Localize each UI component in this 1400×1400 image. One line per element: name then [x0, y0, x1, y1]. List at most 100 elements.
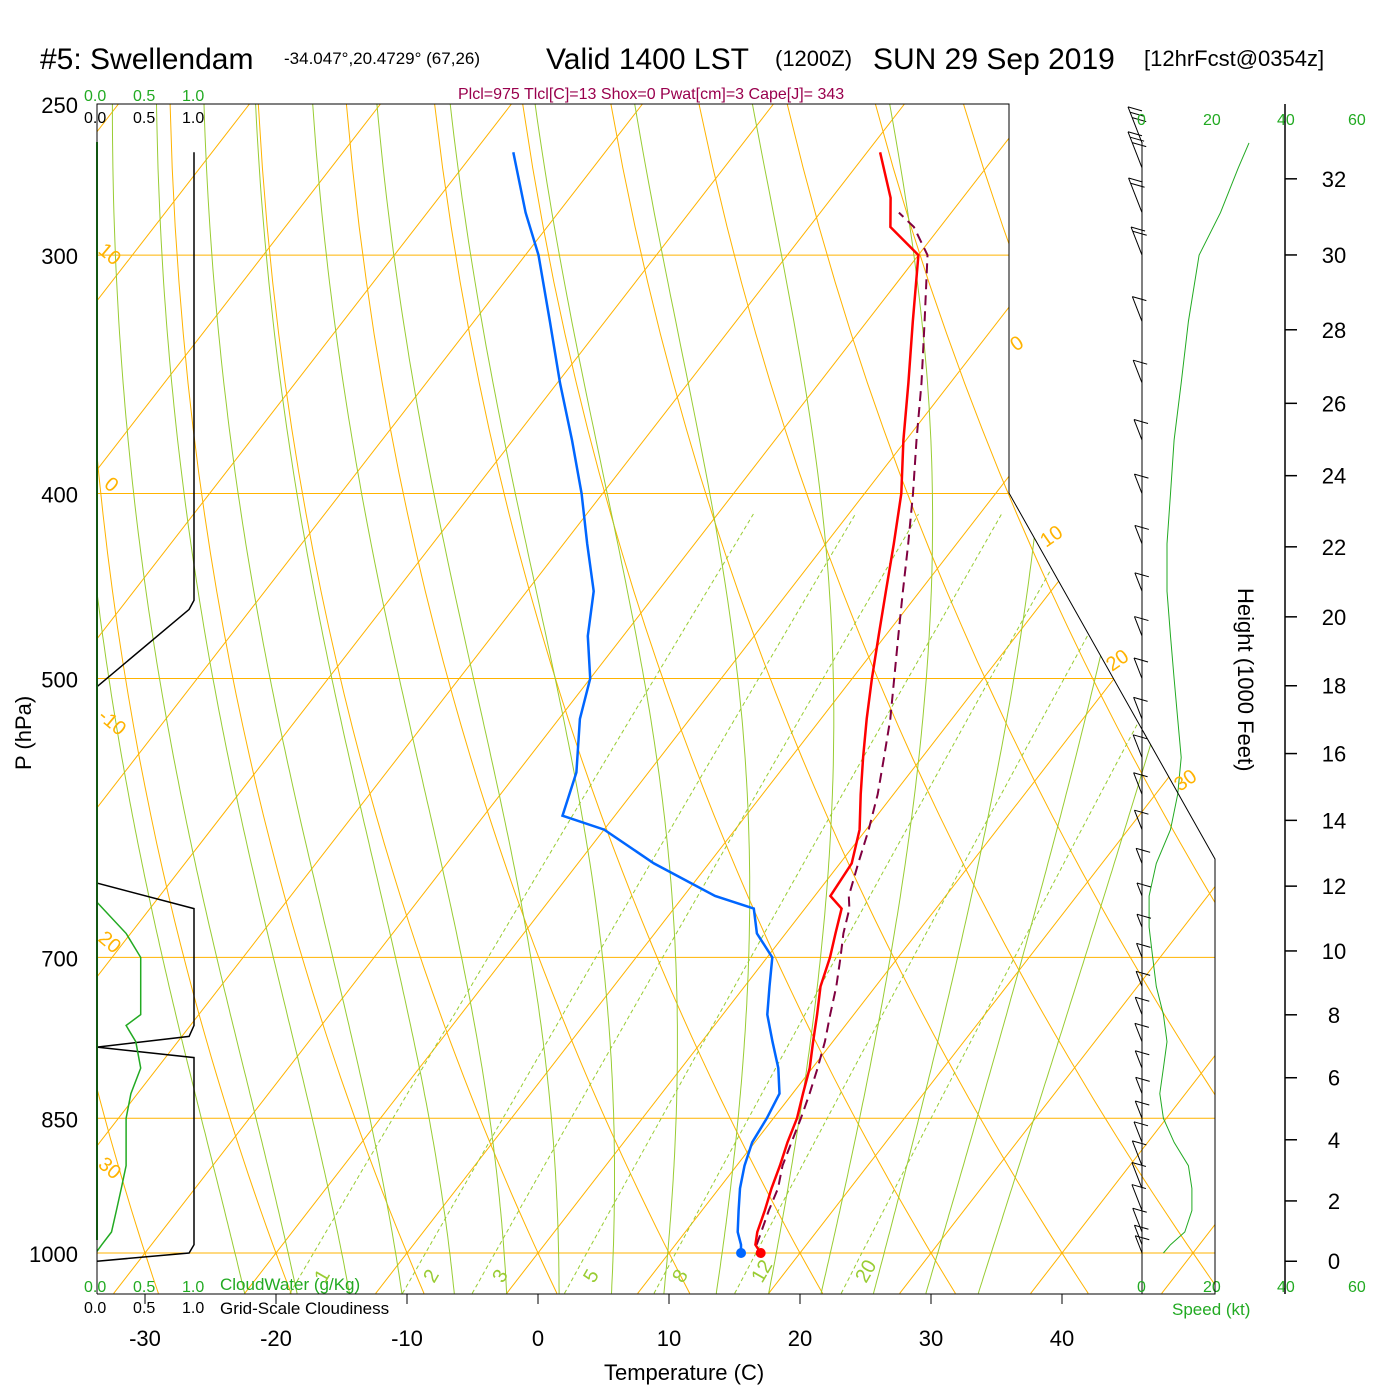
wind-barb-flag — [1134, 524, 1149, 530]
wind-barb-staff — [1132, 1208, 1143, 1233]
wind-barb-staff — [1134, 1023, 1143, 1042]
wind-barb-staff — [1127, 106, 1143, 144]
height-tick-label: 30 — [1322, 243, 1346, 268]
wind-barb-flag — [1135, 1050, 1150, 1056]
isotherm-line — [97, 104, 643, 1294]
wind-barb — [1135, 970, 1151, 987]
isotherm-line — [97, 104, 512, 1294]
dry-adiabat — [434, 104, 824, 1294]
utc-time: (1200Z) — [775, 46, 852, 71]
wind-barb-staff — [1135, 848, 1143, 864]
wind-barb-flag — [1130, 226, 1146, 232]
wind-barb-staff — [1134, 997, 1143, 1015]
side-panels — [96, 106, 1250, 1294]
dry-adiabat-label: 20 — [94, 927, 125, 958]
wind-barb — [1134, 1100, 1150, 1119]
wind-barb-flag — [1135, 1100, 1150, 1106]
wind-barb-flag — [1132, 296, 1147, 302]
wind-barb — [1136, 882, 1152, 897]
wind-barb-flag — [1135, 970, 1151, 976]
wind-barb-staff — [1133, 657, 1143, 679]
wind-barb — [1133, 809, 1149, 830]
wind-barb-staff — [1131, 296, 1143, 322]
wind-barb-staff — [1135, 971, 1143, 987]
wind-barb-flag — [1132, 1140, 1147, 1146]
wind-barb — [1131, 1161, 1147, 1189]
dry-adiabat — [97, 104, 292, 1294]
height-tick-label: 12 — [1322, 874, 1346, 899]
wind-barb-staff — [1136, 943, 1143, 958]
wind-barb-flag — [1133, 734, 1148, 740]
wind-barb — [1133, 772, 1148, 795]
pressure-tick-label: 700 — [41, 946, 78, 971]
wind-barb — [1133, 657, 1149, 679]
moist-adiabat — [977, 104, 1215, 1294]
wind-barb-flag — [1131, 1184, 1147, 1190]
wind-barb — [1131, 1140, 1147, 1166]
wind-barb — [1134, 996, 1150, 1015]
wind-barb — [1133, 696, 1148, 720]
wind-barb — [1134, 1235, 1150, 1254]
isotherm-line — [375, 104, 1215, 1294]
valid-date: SUN 29 Sep 2019 — [873, 43, 1115, 76]
moist-adiabat — [751, 104, 835, 1294]
speed-bottom-3: 60 — [1348, 1279, 1366, 1296]
wind-barb-flag — [1135, 1235, 1150, 1241]
wind-barb-staff — [1134, 572, 1143, 592]
wind-barb-flag — [1135, 996, 1150, 1002]
moist-adiabat — [111, 104, 298, 1294]
wind-barb-staff — [1131, 1184, 1143, 1211]
wind-barb-flag — [1132, 117, 1147, 123]
isotherm-line — [768, 104, 1215, 1294]
wind-barb — [1132, 734, 1148, 758]
wind-barb-staff — [1133, 697, 1143, 720]
dry-adiabat — [169, 104, 425, 1294]
forecast-info: [12hrFcst@0354z] — [1144, 46, 1324, 71]
speed-bottom-1: 20 — [1203, 1279, 1221, 1296]
wind-barb-flag — [1134, 473, 1149, 479]
wind-barb-flag — [1133, 772, 1148, 778]
speed-top-0: 0 — [1137, 112, 1146, 129]
dry-adiabat — [610, 104, 1089, 1294]
wind-barb-flag — [1129, 136, 1145, 142]
moist-adiabat — [255, 104, 455, 1294]
isotherm-line — [97, 104, 905, 1294]
wind-barb-staff — [1133, 419, 1143, 441]
mixing-ratio-line — [564, 513, 1003, 1294]
cloud-top-black-2: 1.0 — [182, 110, 204, 127]
wind-barb-staff — [1133, 1225, 1143, 1245]
wind-barb — [1133, 419, 1149, 441]
height-tick-label: 22 — [1322, 535, 1346, 560]
wind-barb-flag — [1135, 847, 1151, 853]
cloud-top-black-0: 0.0 — [84, 110, 106, 127]
dry-adiabat — [874, 104, 1215, 1294]
height-tick-label: 24 — [1322, 464, 1346, 489]
isotherm-line — [1161, 104, 1215, 1294]
wind-barb-flag — [1127, 131, 1143, 137]
x-axis-title: Temperature (C) — [604, 1360, 764, 1385]
speed-bottom-2: 40 — [1277, 1279, 1295, 1296]
wind-barb-flag — [1134, 1022, 1149, 1028]
cloud-bottom-green-2: 1.0 — [182, 1279, 204, 1296]
temperature-tick-label: 20 — [788, 1326, 812, 1351]
cloud-bottom-black-0: 0.0 — [84, 1300, 106, 1317]
pressure-tick-label: 250 — [41, 93, 78, 118]
isotherm-line — [97, 104, 250, 1294]
speed-scale: 0 20 40 60 0 20 40 60 Speed (kt) — [1137, 112, 1366, 1319]
isotherm-line — [97, 104, 774, 1294]
wind-barb — [1136, 913, 1152, 928]
wind-barb — [1135, 1076, 1150, 1094]
station-title: #5: Swellendam — [40, 43, 253, 76]
wind-barb-flag — [1135, 1076, 1150, 1082]
pressure-tick-label: 400 — [41, 483, 78, 508]
dewpoint-line — [512, 152, 781, 1253]
isotherm-line — [637, 104, 1215, 1294]
cloud-top-black-1: 0.5 — [133, 110, 155, 127]
mixing-ratio-line — [471, 513, 919, 1294]
wind-barb — [1131, 1184, 1147, 1211]
wind-barb-flag — [1133, 419, 1149, 425]
temperature-tick-label: -10 — [391, 1326, 423, 1351]
wind-barb-staff — [1136, 914, 1143, 928]
isotherm-label: 30 — [1170, 765, 1201, 796]
